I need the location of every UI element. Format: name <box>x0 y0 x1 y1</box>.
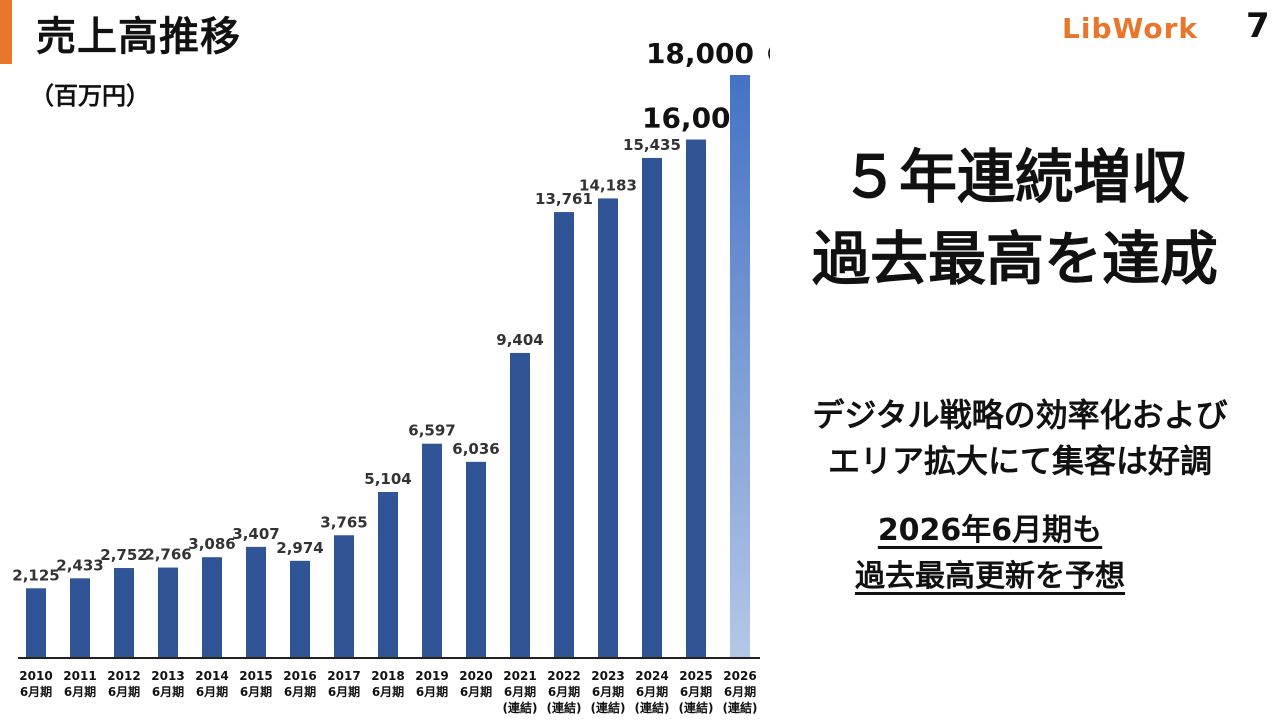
x-tick-year: 2013 <box>151 669 184 683</box>
x-tick-year: 2019 <box>415 669 448 683</box>
bar <box>334 535 354 657</box>
x-tick-period: 6月期 <box>20 684 52 699</box>
bar-value-label: 9,404 <box>496 331 543 349</box>
forecast-note-line-2: 過去最高更新を予想 <box>855 559 1125 594</box>
bar-value-label: 3,407 <box>232 525 279 543</box>
bar <box>246 546 266 657</box>
x-tick-year: 2020 <box>459 669 492 683</box>
bar <box>510 352 530 657</box>
subtext-line-2: エリア拡大にて集客は好調 <box>827 442 1212 480</box>
bar-value-label: 2,766 <box>144 546 191 564</box>
company-logo: LibWork <box>1062 12 1199 45</box>
x-tick-year: 2012 <box>107 669 140 683</box>
x-tick-period: 6月期 <box>460 684 492 699</box>
headline: ５年連続増収 過去最高を達成 <box>770 136 1260 300</box>
forecast-note-line-1: 2026年6月期も <box>877 513 1103 548</box>
bar <box>466 461 486 657</box>
unit-label: （百万円） <box>30 82 150 110</box>
headline-line-2: 過去最高を達成 <box>811 225 1218 293</box>
x-tick-consolidated: (連結) <box>591 700 626 715</box>
x-tick-year: 2021 <box>503 669 536 683</box>
bar <box>70 578 90 657</box>
x-tick-period: 6月期 <box>240 684 272 699</box>
subtext: デジタル戦略の効率化および エリア拡大にて集客は好調 <box>770 392 1270 484</box>
x-tick-year: 2025 <box>679 669 712 683</box>
x-tick-consolidated: (連結) <box>723 700 758 715</box>
x-tick-year: 2016 <box>283 669 316 683</box>
x-tick-period: 6月期 <box>196 684 228 699</box>
x-tick-period: 6月期 <box>64 684 96 699</box>
x-tick-period: 6月期 <box>284 684 316 699</box>
bar <box>114 568 134 657</box>
bar-value-label: 14,183 <box>579 176 637 194</box>
bar-value-label: 18,000 <box>646 37 754 70</box>
bar <box>290 560 310 657</box>
x-tick-consolidated: (連結) <box>503 700 538 715</box>
slide-title: 売上高推移 <box>36 14 241 60</box>
x-tick-period: 6月期 <box>548 684 580 699</box>
x-tick-consolidated: (連結) <box>547 700 582 715</box>
bar <box>26 588 46 657</box>
bar <box>598 198 618 658</box>
title-accent-bar <box>0 0 12 64</box>
x-tick-period: 6月期 <box>372 684 404 699</box>
bar-forecast <box>730 75 750 657</box>
bar-value-label: 2,125 <box>12 566 59 584</box>
page-number: 7 <box>1246 6 1270 46</box>
bar-value-label: 13,761 <box>535 190 593 208</box>
bar <box>422 443 442 657</box>
x-tick-year: 2024 <box>635 669 668 683</box>
x-tick-year: 2011 <box>63 669 96 683</box>
bar-value-label: 3,765 <box>320 513 367 531</box>
headline-line-1: ５年連続増収 <box>840 143 1189 211</box>
bar-value-label: 2,752 <box>100 546 147 564</box>
bar <box>378 491 398 657</box>
bar <box>554 212 574 657</box>
x-tick-year: 2023 <box>591 669 624 683</box>
x-tick-year: 2010 <box>19 669 52 683</box>
bar-value-label: 2,433 <box>56 556 103 574</box>
bar <box>202 557 222 657</box>
bar <box>642 157 662 657</box>
revenue-bar-chart: 2,12520106月期2,43320116月期2,75220126月期2,76… <box>12 37 770 715</box>
x-tick-year: 2022 <box>547 669 580 683</box>
bar-value-label: 6,036 <box>452 440 499 458</box>
x-tick-period: 6月期 <box>636 684 668 699</box>
x-tick-consolidated: (連結) <box>635 700 670 715</box>
forecast-note: 2026年6月期も 過去最高更新を予想 <box>770 508 1210 600</box>
bar-value-label: 3,086 <box>188 535 235 553</box>
bar <box>686 139 706 657</box>
bar <box>158 567 178 657</box>
forecast-label: （予想） <box>758 45 770 63</box>
bar-value-label: 5,104 <box>364 470 411 488</box>
x-tick-year: 2026 <box>723 669 756 683</box>
x-tick-period: 6月期 <box>152 684 184 699</box>
x-tick-year: 2017 <box>327 669 360 683</box>
x-tick-period: 6月期 <box>328 684 360 699</box>
x-tick-consolidated: (連結) <box>679 700 714 715</box>
bar-value-label: 15,435 <box>623 136 681 154</box>
x-tick-period: 6月期 <box>108 684 140 699</box>
x-tick-period: 6月期 <box>416 684 448 699</box>
x-tick-period: 6月期 <box>504 684 536 699</box>
bar-value-label: 2,974 <box>276 539 323 557</box>
bar-value-label: 6,597 <box>408 422 455 440</box>
x-tick-year: 2014 <box>195 669 228 683</box>
subtext-line-1: デジタル戦略の効率化および <box>812 396 1228 434</box>
x-tick-year: 2018 <box>371 669 404 683</box>
x-tick-period: 6月期 <box>680 684 712 699</box>
x-tick-period: 6月期 <box>592 684 624 699</box>
x-tick-year: 2015 <box>239 669 272 683</box>
x-tick-period: 6月期 <box>724 684 756 699</box>
